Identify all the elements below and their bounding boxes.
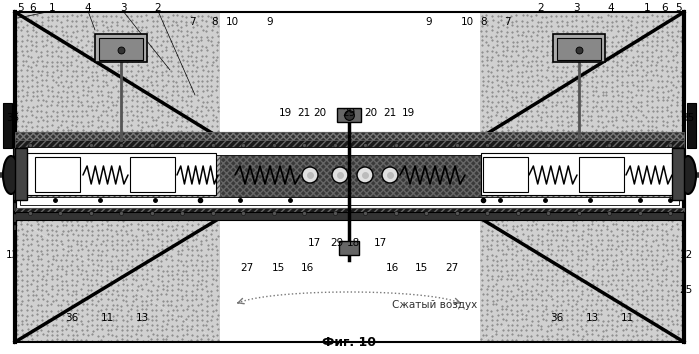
Text: 12: 12 xyxy=(679,250,693,260)
Text: 7: 7 xyxy=(189,17,195,27)
Circle shape xyxy=(382,167,398,183)
Bar xyxy=(687,103,696,148)
Bar xyxy=(557,38,601,60)
Text: 3: 3 xyxy=(120,3,127,13)
Bar xyxy=(15,138,684,148)
Bar xyxy=(553,34,605,62)
Bar xyxy=(20,197,679,205)
Bar xyxy=(95,34,147,62)
Text: 35: 35 xyxy=(6,113,20,123)
Bar xyxy=(15,208,684,218)
Text: 5: 5 xyxy=(676,3,682,13)
Bar xyxy=(27,153,216,195)
Text: 9: 9 xyxy=(426,17,432,27)
Circle shape xyxy=(357,167,373,183)
Polygon shape xyxy=(15,12,220,138)
Text: 29: 29 xyxy=(343,108,356,118)
Circle shape xyxy=(332,167,348,183)
Text: 17: 17 xyxy=(373,238,387,248)
Bar xyxy=(672,148,684,200)
Text: 4: 4 xyxy=(85,3,92,13)
Bar xyxy=(35,157,80,192)
Bar xyxy=(15,132,684,140)
Text: 13: 13 xyxy=(136,313,149,323)
Bar xyxy=(15,212,684,220)
Polygon shape xyxy=(480,218,684,342)
Text: 29: 29 xyxy=(331,238,344,248)
Text: 15: 15 xyxy=(415,263,428,273)
Text: 35: 35 xyxy=(681,113,694,123)
Bar xyxy=(99,38,143,60)
Bar xyxy=(481,153,674,195)
Text: 21: 21 xyxy=(383,108,396,118)
Bar xyxy=(220,148,480,198)
Text: 10: 10 xyxy=(226,17,238,27)
Text: 21: 21 xyxy=(297,108,310,118)
Text: 20: 20 xyxy=(313,108,326,118)
Polygon shape xyxy=(480,218,684,342)
Text: 5: 5 xyxy=(17,3,23,13)
Text: 1: 1 xyxy=(49,3,55,13)
Bar xyxy=(3,103,12,148)
Circle shape xyxy=(302,167,318,183)
Ellipse shape xyxy=(680,156,696,194)
Text: 20: 20 xyxy=(364,108,377,118)
Text: Сжатый воздух: Сжатый воздух xyxy=(392,300,477,310)
Text: 7: 7 xyxy=(504,17,510,27)
Text: 4: 4 xyxy=(607,3,614,13)
Polygon shape xyxy=(15,218,220,342)
Text: 9: 9 xyxy=(267,17,273,27)
Text: 8: 8 xyxy=(212,17,218,27)
Bar xyxy=(15,148,684,198)
Bar xyxy=(15,148,684,198)
Bar xyxy=(483,157,528,192)
Bar xyxy=(339,241,359,255)
Bar xyxy=(15,138,684,148)
Bar xyxy=(220,148,480,198)
Bar xyxy=(579,157,624,192)
Text: 6: 6 xyxy=(29,3,36,13)
Text: 27: 27 xyxy=(445,263,459,273)
Bar xyxy=(15,148,27,200)
Bar xyxy=(15,208,684,218)
Text: 2: 2 xyxy=(538,3,545,13)
Polygon shape xyxy=(15,218,220,342)
Text: 11: 11 xyxy=(621,313,633,323)
Text: 16: 16 xyxy=(385,263,398,273)
Text: 8: 8 xyxy=(481,17,487,27)
Text: 18: 18 xyxy=(347,238,359,248)
Text: 6: 6 xyxy=(662,3,668,13)
Text: 36: 36 xyxy=(550,313,563,323)
Bar xyxy=(20,147,679,155)
Bar xyxy=(337,108,361,122)
Text: 27: 27 xyxy=(240,263,254,273)
Text: 12: 12 xyxy=(6,250,20,260)
Text: 15: 15 xyxy=(271,263,284,273)
Text: 19: 19 xyxy=(278,108,291,118)
Text: 19: 19 xyxy=(401,108,415,118)
Text: 16: 16 xyxy=(301,263,314,273)
Text: 25: 25 xyxy=(679,285,693,295)
Polygon shape xyxy=(15,12,220,138)
Text: 11: 11 xyxy=(101,313,114,323)
Text: Фиг. 10: Фиг. 10 xyxy=(322,336,376,349)
Text: 2: 2 xyxy=(154,3,161,13)
Polygon shape xyxy=(480,12,684,138)
Bar xyxy=(130,157,175,192)
Ellipse shape xyxy=(3,156,19,194)
Polygon shape xyxy=(480,12,684,138)
Text: 10: 10 xyxy=(461,17,473,27)
Bar xyxy=(15,132,684,140)
Text: 17: 17 xyxy=(308,238,321,248)
Text: 1: 1 xyxy=(644,3,650,13)
Text: 36: 36 xyxy=(66,313,78,323)
Text: 13: 13 xyxy=(585,313,598,323)
Text: 3: 3 xyxy=(572,3,579,13)
